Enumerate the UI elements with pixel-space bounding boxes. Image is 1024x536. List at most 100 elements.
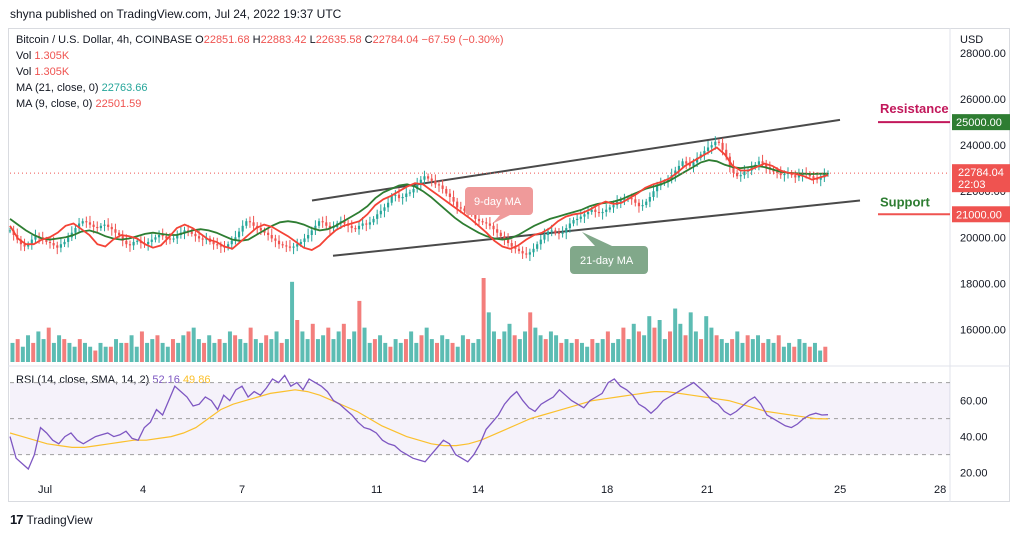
candle-body (56, 245, 59, 248)
volume-bar (699, 339, 704, 362)
legend-vol1: Vol 1.305K (16, 50, 70, 62)
volume-bar (274, 331, 279, 362)
volume-bar (114, 339, 119, 362)
candle-body (481, 221, 484, 223)
volume-bar (388, 346, 393, 362)
volume-bar (207, 335, 212, 362)
candle-body (230, 240, 233, 245)
candle-body (434, 180, 437, 185)
channel-upper-line (311, 118, 841, 202)
candle-body (277, 240, 281, 245)
volume-bar (46, 327, 51, 362)
volume-bar (295, 320, 300, 362)
volume-bar (253, 339, 258, 362)
candle-body (561, 232, 564, 234)
candle-body (288, 246, 292, 248)
volume-bar (15, 339, 20, 362)
volume-bar (259, 342, 263, 362)
volume-bar (735, 331, 740, 362)
ma21-callout (570, 246, 648, 274)
volume-bar (378, 335, 383, 362)
volume-bar (305, 339, 310, 362)
volume-bar (145, 342, 150, 362)
candle-body (59, 244, 62, 248)
candle-body (579, 216, 582, 219)
volume-bar (621, 327, 626, 362)
volume-bar (315, 339, 320, 362)
volume-bar (98, 342, 103, 362)
candle-body (303, 238, 306, 242)
candle-body (714, 141, 717, 146)
volume-bar (243, 342, 248, 362)
candle-body (30, 239, 33, 245)
volume-bar (574, 339, 579, 362)
volume-bar (352, 331, 357, 362)
candle-body (517, 248, 521, 252)
volume-bar (543, 339, 548, 362)
legend-symbol: Bitcoin / U.S. Dollar, 4h, COINBASE (16, 34, 193, 46)
candle-body (554, 230, 557, 233)
volume-bar (134, 346, 139, 362)
candle-body (365, 223, 368, 225)
volume-bar (103, 346, 108, 362)
ma21-line (9, 159, 828, 242)
legend-open: 22851.68 (203, 34, 250, 46)
volume-bar (626, 339, 631, 362)
candle-body (48, 241, 52, 244)
candle-body (586, 211, 590, 215)
volume-bar (150, 339, 155, 362)
volume-bar (704, 316, 709, 362)
volume-bar (455, 346, 460, 362)
candle-body (354, 228, 357, 230)
volume-bar (414, 342, 419, 362)
candle-body (441, 185, 444, 189)
candle-body (423, 176, 426, 180)
candle-body (685, 161, 688, 164)
candle-body (81, 221, 84, 224)
volume-bar (724, 342, 729, 362)
candle-body (263, 230, 266, 233)
candle-body (812, 176, 815, 179)
volume-bar (367, 342, 372, 362)
candle-body (583, 214, 586, 217)
candle-body (630, 198, 633, 200)
candle-body (506, 239, 510, 244)
currency-label: USD (960, 34, 983, 46)
candle-body (150, 239, 153, 242)
ma21-callout-text: 21-day MA (580, 255, 634, 267)
candle-body (459, 207, 462, 209)
last-price-value: 22784.04 (958, 167, 1004, 179)
candle-body (510, 243, 513, 247)
legend-symbol-row: Bitcoin / U.S. Dollar, 4h, COINBASE O228… (16, 34, 504, 46)
resistance-tag-value: 25000.00 (956, 117, 1002, 129)
volume-bar (564, 339, 569, 362)
legend-change: −67.59 (−0.30%) (421, 34, 504, 46)
candle-body (492, 225, 495, 230)
candle-body (296, 244, 299, 247)
tradingview-footer: 17 TradingView (10, 512, 93, 527)
candle-body (463, 208, 466, 211)
candle-body (757, 161, 761, 165)
candle-body (565, 228, 568, 233)
last-price-countdown: 22:03 (958, 179, 986, 191)
volume-bar (227, 331, 232, 362)
candle-body (430, 178, 433, 181)
candle-body (274, 238, 277, 241)
volume-bar (26, 335, 31, 362)
candle-body (568, 223, 571, 229)
volume-bar (383, 342, 388, 362)
volume-bar (579, 342, 584, 362)
candle-body (121, 235, 124, 241)
volume-bar (611, 342, 616, 362)
candle-body (281, 244, 284, 246)
volume-bar (108, 346, 113, 362)
volume-bar (771, 342, 776, 362)
candle-body (721, 142, 724, 150)
volume-bar (341, 323, 346, 362)
candle-body (85, 221, 88, 223)
volume-bar (647, 316, 652, 362)
volume-bar (569, 342, 574, 362)
volume-bar (466, 339, 471, 362)
candle-body (503, 236, 506, 240)
ma9-callout (465, 187, 533, 215)
